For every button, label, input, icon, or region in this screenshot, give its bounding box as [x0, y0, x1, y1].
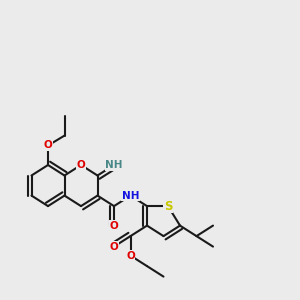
Text: O: O	[76, 160, 85, 170]
Text: O: O	[110, 220, 118, 231]
Text: NH: NH	[122, 190, 139, 201]
Text: O: O	[44, 140, 52, 151]
Text: S: S	[164, 200, 172, 213]
Text: O: O	[126, 250, 135, 261]
Text: NH: NH	[105, 160, 123, 170]
Text: O: O	[110, 242, 118, 252]
